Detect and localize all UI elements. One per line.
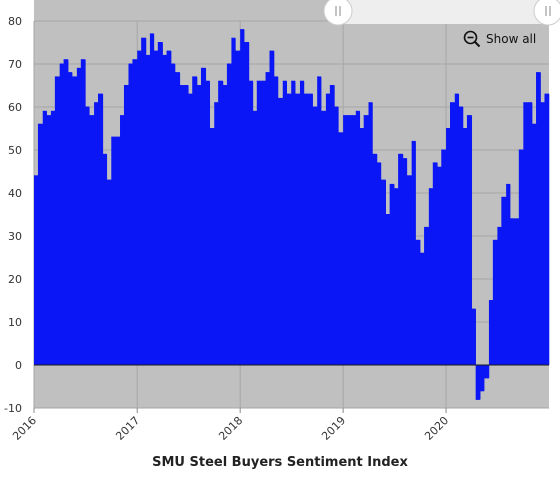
navigator-right-handle[interactable] bbox=[533, 0, 560, 26]
y-tick-label: -10 bbox=[4, 402, 22, 415]
y-axis: -10 0 10 20 30 40 50 60 70 80 bbox=[4, 15, 22, 415]
y-tick-label: 70 bbox=[8, 58, 22, 71]
show-all-label: Show all bbox=[486, 32, 537, 46]
show-all-button[interactable]: Show all bbox=[463, 30, 536, 48]
y-tick-label: 30 bbox=[8, 230, 22, 243]
zoom-out-icon bbox=[463, 30, 481, 48]
x-axis: 2016 2017 2018 2019 2020 bbox=[10, 408, 451, 443]
x-tick-label: 2017 bbox=[113, 414, 142, 443]
navigator-left-handle[interactable] bbox=[323, 0, 353, 26]
x-tick-label: 2019 bbox=[319, 414, 348, 443]
series-layer bbox=[34, 29, 550, 400]
x-axis-title: SMU Steel Buyers Sentiment Index bbox=[152, 455, 408, 470]
y-tick-label: 40 bbox=[8, 187, 22, 200]
y-tick-label: 10 bbox=[8, 316, 22, 329]
y-tick-label: 0 bbox=[15, 359, 22, 372]
x-tick-label: 2020 bbox=[422, 414, 451, 443]
y-tick-label: 80 bbox=[8, 15, 22, 28]
sentiment-area bbox=[34, 29, 550, 400]
navigator[interactable] bbox=[323, 0, 560, 26]
x-tick-label: 2018 bbox=[216, 414, 245, 443]
navigator-track[interactable] bbox=[338, 0, 548, 24]
y-tick-label: 60 bbox=[8, 101, 22, 114]
x-tick-label: 2016 bbox=[10, 414, 39, 443]
y-tick-label: 50 bbox=[8, 144, 22, 157]
y-tick-label: 20 bbox=[8, 273, 22, 286]
